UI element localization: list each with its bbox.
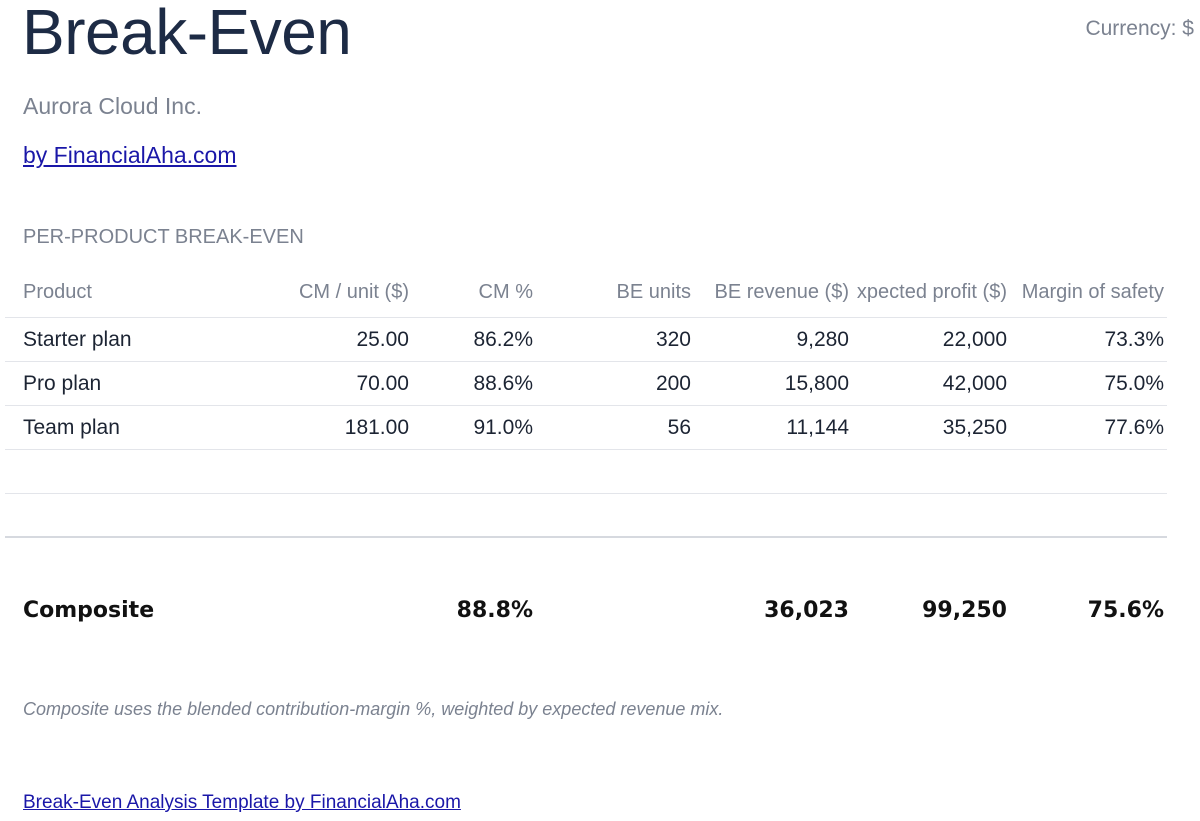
margin-of-safety-cell: 75.0% — [1104, 372, 1164, 395]
table-row: Pro plan 70.00 88.6% 200 15,800 42,000 7… — [5, 362, 1167, 406]
composite-label: Composite — [23, 598, 155, 623]
be-units-cell: 320 — [655, 328, 691, 351]
company-name: Aurora Cloud Inc. — [23, 93, 202, 119]
cm-pct-cell: 86.2% — [473, 328, 533, 351]
column-header-be-units: BE units — [616, 281, 691, 303]
product-cell: Pro plan — [23, 372, 102, 395]
table-row: Starter plan 25.00 86.2% 320 9,280 22,00… — [5, 318, 1167, 362]
expected-profit-cell: 22,000 — [942, 328, 1007, 351]
composite-expected-profit: 99,250 — [922, 598, 1007, 623]
column-header-margin-of-safety: Margin of safety — [1021, 281, 1164, 303]
footer-template-link[interactable]: Break-Even Analysis Template by Financia… — [23, 792, 461, 813]
breakeven-table: Product CM / unit ($) CM % BE units BE r… — [5, 270, 1167, 538]
composite-row: Composite 88.8% 36,023 99,250 75.6% — [5, 588, 1167, 634]
cm-pct-cell: 91.0% — [473, 416, 533, 439]
empty-table-row — [5, 494, 1167, 538]
product-cell: Starter plan — [23, 328, 132, 351]
margin-of-safety-cell: 73.3% — [1104, 328, 1164, 351]
expected-profit-cell: 42,000 — [942, 372, 1007, 395]
cm-unit-cell: 181.00 — [344, 416, 409, 439]
expected-profit-cell: 35,250 — [942, 416, 1007, 439]
composite-note: Composite uses the blended contribution-… — [23, 699, 724, 719]
be-units-cell: 200 — [655, 372, 691, 395]
section-title: PER-PRODUCT BREAK-EVEN — [23, 226, 304, 248]
table-header-row: Product CM / unit ($) CM % BE units BE r… — [5, 270, 1167, 318]
byline-link[interactable]: by FinancialAha.com — [23, 142, 237, 168]
be-revenue-cell: 15,800 — [784, 372, 849, 395]
composite-cm-pct: 88.8% — [456, 598, 533, 623]
empty-table-row — [5, 450, 1167, 494]
composite-margin-of-safety: 75.6% — [1087, 598, 1164, 623]
column-header-cm-pct: CM % — [478, 281, 533, 303]
composite-be-revenue: 36,023 — [764, 598, 849, 623]
table-row: Team plan 181.00 91.0% 56 11,144 35,250 … — [5, 406, 1167, 450]
cm-pct-cell: 88.6% — [473, 372, 533, 395]
be-revenue-cell: 9,280 — [796, 328, 849, 351]
margin-of-safety-cell: 77.6% — [1104, 416, 1164, 439]
column-header-product: Product — [23, 281, 92, 303]
cm-unit-cell: 70.00 — [356, 372, 409, 395]
column-header-cm-unit: CM / unit ($) — [298, 281, 409, 303]
column-header-be-revenue: BE revenue ($) — [714, 281, 849, 303]
currency-label: Currency: $ — [1085, 17, 1194, 40]
page-title: Break-Even — [22, 0, 352, 68]
column-header-expected-profit: xpected profit ($) — [856, 281, 1007, 303]
product-cell: Team plan — [23, 416, 120, 439]
cm-unit-cell: 25.00 — [356, 328, 409, 351]
be-revenue-cell: 11,144 — [786, 416, 849, 439]
be-units-cell: 56 — [667, 416, 691, 439]
